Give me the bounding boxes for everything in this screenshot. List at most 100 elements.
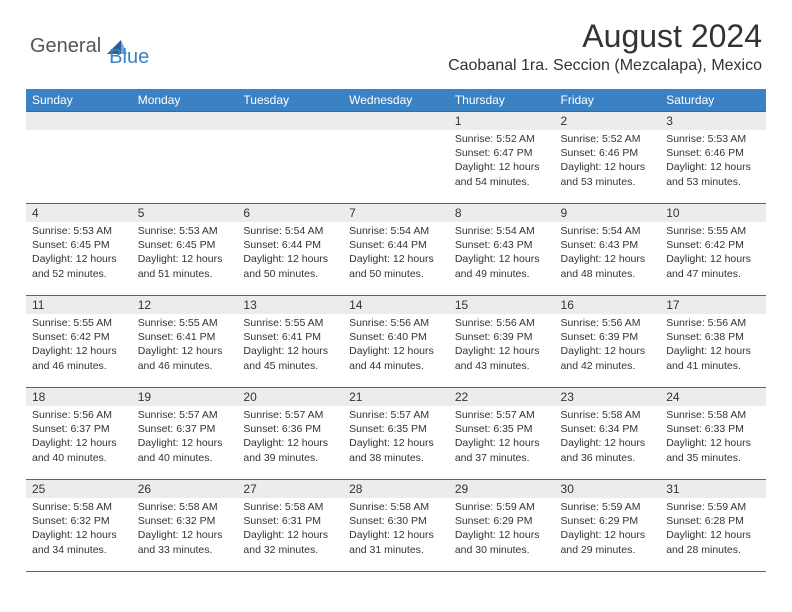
day-info-line: Sunset: 6:28 PM <box>666 514 760 528</box>
day-info-line: Daylight: 12 hours <box>455 344 549 358</box>
day-content: Sunrise: 5:53 AMSunset: 6:45 PMDaylight:… <box>132 222 238 287</box>
empty-day-band <box>237 112 343 130</box>
calendar-day-cell: 29Sunrise: 5:59 AMSunset: 6:29 PMDayligh… <box>449 480 555 572</box>
day-content: Sunrise: 5:59 AMSunset: 6:28 PMDaylight:… <box>660 498 766 563</box>
day-info-line: Sunrise: 5:53 AM <box>32 224 126 238</box>
day-info-line: Sunrise: 5:54 AM <box>561 224 655 238</box>
day-info-line: Sunrise: 5:57 AM <box>138 408 232 422</box>
day-info-line: Sunset: 6:34 PM <box>561 422 655 436</box>
day-info-line: Sunset: 6:42 PM <box>32 330 126 344</box>
day-content: Sunrise: 5:57 AMSunset: 6:35 PMDaylight:… <box>343 406 449 471</box>
dow-wednesday: Wednesday <box>343 89 449 112</box>
calendar-day-cell: 4Sunrise: 5:53 AMSunset: 6:45 PMDaylight… <box>26 204 132 296</box>
day-info-line: Sunset: 6:42 PM <box>666 238 760 252</box>
calendar-day-cell: 23Sunrise: 5:58 AMSunset: 6:34 PMDayligh… <box>555 388 661 480</box>
day-info-line: and 53 minutes. <box>561 175 655 189</box>
day-info-line: Daylight: 12 hours <box>561 528 655 542</box>
calendar-week-row: 4Sunrise: 5:53 AMSunset: 6:45 PMDaylight… <box>26 204 766 296</box>
day-info-line: Sunrise: 5:59 AM <box>455 500 549 514</box>
day-info-line: and 54 minutes. <box>455 175 549 189</box>
day-content: Sunrise: 5:55 AMSunset: 6:41 PMDaylight:… <box>132 314 238 379</box>
day-info-line: Sunrise: 5:56 AM <box>455 316 549 330</box>
calendar-day-cell <box>26 112 132 204</box>
logo-text-blue: Blue <box>109 46 149 69</box>
day-content: Sunrise: 5:58 AMSunset: 6:32 PMDaylight:… <box>132 498 238 563</box>
day-info-line: and 51 minutes. <box>138 267 232 281</box>
calendar-day-cell: 31Sunrise: 5:59 AMSunset: 6:28 PMDayligh… <box>660 480 766 572</box>
logo: General Blue <box>30 24 149 69</box>
calendar-day-cell: 25Sunrise: 5:58 AMSunset: 6:32 PMDayligh… <box>26 480 132 572</box>
day-info-line: Sunset: 6:39 PM <box>561 330 655 344</box>
day-info-line: and 48 minutes. <box>561 267 655 281</box>
day-info-line: Sunset: 6:43 PM <box>455 238 549 252</box>
day-info-line: Sunset: 6:29 PM <box>455 514 549 528</box>
day-content: Sunrise: 5:56 AMSunset: 6:37 PMDaylight:… <box>26 406 132 471</box>
dow-saturday: Saturday <box>660 89 766 112</box>
day-content: Sunrise: 5:57 AMSunset: 6:36 PMDaylight:… <box>237 406 343 471</box>
day-content: Sunrise: 5:55 AMSunset: 6:42 PMDaylight:… <box>26 314 132 379</box>
day-number: 2 <box>555 112 661 130</box>
day-info-line: and 29 minutes. <box>561 543 655 557</box>
day-content: Sunrise: 5:54 AMSunset: 6:43 PMDaylight:… <box>555 222 661 287</box>
calendar-day-cell: 22Sunrise: 5:57 AMSunset: 6:35 PMDayligh… <box>449 388 555 480</box>
day-info-line: and 40 minutes. <box>138 451 232 465</box>
day-number: 23 <box>555 388 661 406</box>
day-info-line: Sunrise: 5:55 AM <box>32 316 126 330</box>
day-info-line: Sunset: 6:36 PM <box>243 422 337 436</box>
day-info-line: Sunset: 6:32 PM <box>32 514 126 528</box>
day-info-line: Daylight: 12 hours <box>138 344 232 358</box>
day-info-line: and 45 minutes. <box>243 359 337 373</box>
day-number: 10 <box>660 204 766 222</box>
day-info-line: and 38 minutes. <box>349 451 443 465</box>
day-info-line: and 47 minutes. <box>666 267 760 281</box>
day-content: Sunrise: 5:56 AMSunset: 6:39 PMDaylight:… <box>555 314 661 379</box>
day-info-line: Sunrise: 5:58 AM <box>138 500 232 514</box>
day-info-line: and 46 minutes. <box>138 359 232 373</box>
calendar-week-row: 25Sunrise: 5:58 AMSunset: 6:32 PMDayligh… <box>26 480 766 572</box>
calendar-day-cell: 28Sunrise: 5:58 AMSunset: 6:30 PMDayligh… <box>343 480 449 572</box>
day-info-line: Sunrise: 5:59 AM <box>561 500 655 514</box>
day-info-line: Sunrise: 5:58 AM <box>32 500 126 514</box>
day-info-line: Sunset: 6:45 PM <box>32 238 126 252</box>
day-info-line: Sunset: 6:46 PM <box>561 146 655 160</box>
day-info-line: Daylight: 12 hours <box>666 528 760 542</box>
calendar-day-cell <box>132 112 238 204</box>
day-info-line: Daylight: 12 hours <box>138 436 232 450</box>
day-content: Sunrise: 5:55 AMSunset: 6:42 PMDaylight:… <box>660 222 766 287</box>
day-info-line: Sunrise: 5:59 AM <box>666 500 760 514</box>
day-info-line: Daylight: 12 hours <box>138 528 232 542</box>
day-info-line: Sunset: 6:32 PM <box>138 514 232 528</box>
day-number: 8 <box>449 204 555 222</box>
day-content: Sunrise: 5:54 AMSunset: 6:44 PMDaylight:… <box>343 222 449 287</box>
day-info-line: and 42 minutes. <box>561 359 655 373</box>
day-info-line: and 40 minutes. <box>32 451 126 465</box>
day-number: 19 <box>132 388 238 406</box>
day-info-line: Daylight: 12 hours <box>138 252 232 266</box>
calendar-day-cell: 14Sunrise: 5:56 AMSunset: 6:40 PMDayligh… <box>343 296 449 388</box>
day-number: 7 <box>343 204 449 222</box>
day-info-line: Sunrise: 5:55 AM <box>666 224 760 238</box>
empty-day-band <box>343 112 449 130</box>
day-number: 15 <box>449 296 555 314</box>
day-info-line: Sunset: 6:30 PM <box>349 514 443 528</box>
day-info-line: and 32 minutes. <box>243 543 337 557</box>
day-info-line: Sunset: 6:33 PM <box>666 422 760 436</box>
day-info-line: Daylight: 12 hours <box>455 436 549 450</box>
day-content: Sunrise: 5:59 AMSunset: 6:29 PMDaylight:… <box>449 498 555 563</box>
month-title: August 2024 <box>448 18 762 55</box>
day-info-line: Sunset: 6:44 PM <box>349 238 443 252</box>
empty-day-band <box>132 112 238 130</box>
day-info-line: Daylight: 12 hours <box>666 436 760 450</box>
day-info-line: Daylight: 12 hours <box>455 252 549 266</box>
day-info-line: and 39 minutes. <box>243 451 337 465</box>
day-info-line: Sunrise: 5:57 AM <box>349 408 443 422</box>
day-info-line: Daylight: 12 hours <box>561 160 655 174</box>
day-info-line: Daylight: 12 hours <box>561 436 655 450</box>
day-content: Sunrise: 5:58 AMSunset: 6:31 PMDaylight:… <box>237 498 343 563</box>
dow-thursday: Thursday <box>449 89 555 112</box>
day-number: 26 <box>132 480 238 498</box>
day-info-line: Daylight: 12 hours <box>561 252 655 266</box>
day-content: Sunrise: 5:52 AMSunset: 6:47 PMDaylight:… <box>449 130 555 195</box>
day-info-line: Sunset: 6:35 PM <box>455 422 549 436</box>
day-content: Sunrise: 5:52 AMSunset: 6:46 PMDaylight:… <box>555 130 661 195</box>
